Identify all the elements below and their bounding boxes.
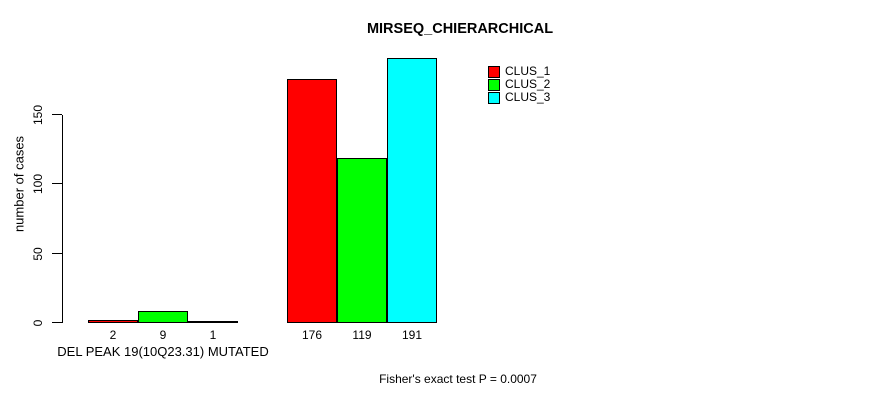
- bar-value-label: 2: [109, 328, 117, 342]
- bar-value-label: 9: [159, 328, 167, 342]
- bar-clus_2-group2: [337, 157, 387, 323]
- y-axis-tick: [52, 113, 62, 115]
- bar-clus_3-group2: [387, 57, 437, 323]
- legend-row: CLUS_3: [488, 91, 550, 104]
- y-axis-line: [62, 114, 63, 323]
- y-axis-tick-label: 150: [31, 104, 45, 125]
- y-axis-tick-label: 0: [31, 319, 45, 327]
- clus_2-swatch: [488, 78, 500, 91]
- clus_3-swatch: [488, 91, 500, 104]
- bar-value-label: 119: [352, 328, 372, 342]
- legend-row: CLUS_2: [488, 78, 550, 91]
- x-axis-label: DEL PEAK 19(10Q23.31) MUTATED: [57, 344, 269, 359]
- chart-title: MIRSEQ_CHIERARCHICAL: [366, 21, 554, 37]
- clus_1-swatch: [488, 65, 500, 78]
- bar-clus_2-group1: [138, 310, 188, 323]
- legend-label: CLUS_1: [505, 64, 551, 78]
- bar-value-label: 1: [209, 328, 217, 342]
- legend-label: CLUS_3: [505, 90, 551, 104]
- y-axis-label: number of cases: [11, 135, 27, 233]
- legend-row: CLUS_1: [488, 65, 550, 78]
- bar-value-label: 176: [301, 328, 323, 342]
- legend-label: CLUS_2: [505, 77, 551, 91]
- y-axis-tick-label: 50: [31, 246, 45, 261]
- bar-clus_3-group1: [188, 321, 238, 323]
- y-axis-tick: [52, 322, 62, 323]
- y-axis-tick: [52, 252, 62, 254]
- y-axis-tick-label: 100: [31, 174, 45, 195]
- fisher-test-annotation: Fisher's exact test P = 0.0007: [379, 372, 537, 386]
- bar-clus_1-group1: [88, 320, 138, 323]
- y-axis-tick: [52, 183, 62, 185]
- bar-value-label: 191: [401, 328, 423, 342]
- legend: CLUS_1 CLUS_2 CLUS_3: [488, 65, 550, 104]
- bar-clus_1-group2: [287, 78, 337, 323]
